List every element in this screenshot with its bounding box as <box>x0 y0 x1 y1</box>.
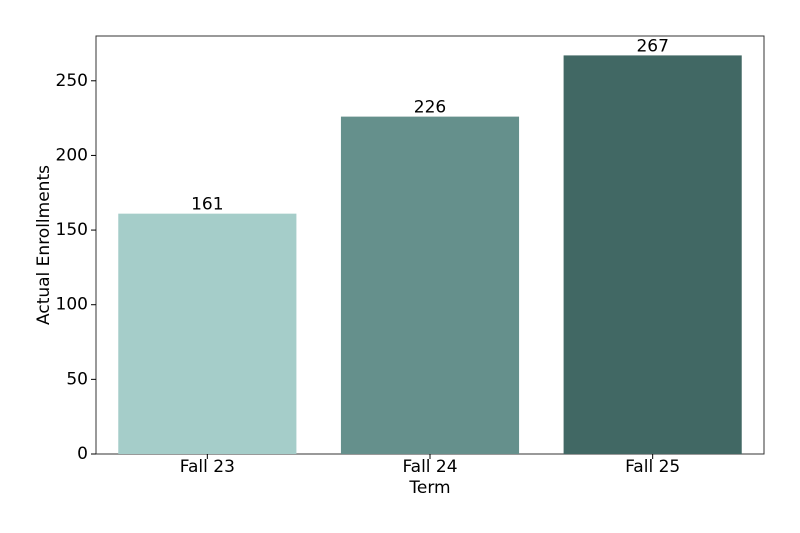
value-label: 161 <box>191 195 223 215</box>
bar <box>340 116 520 454</box>
x-tick-label: Fall 25 <box>625 457 680 477</box>
bar <box>118 213 297 454</box>
y-tick-label: 250 <box>56 71 88 91</box>
x-tick-label: Fall 24 <box>402 457 457 477</box>
y-tick-label: 150 <box>56 220 88 240</box>
value-label: 226 <box>414 98 446 118</box>
y-tick-label: 0 <box>77 444 88 464</box>
y-tick-label: 200 <box>56 145 88 165</box>
x-axis-label: Term <box>408 478 450 498</box>
x-tick-label: Fall 23 <box>180 457 235 477</box>
bar <box>563 55 742 455</box>
y-tick-label: 50 <box>66 369 88 389</box>
y-tick-label: 100 <box>56 295 88 315</box>
value-label: 267 <box>636 36 668 56</box>
y-axis-label: Actual Enrollments <box>34 165 54 325</box>
